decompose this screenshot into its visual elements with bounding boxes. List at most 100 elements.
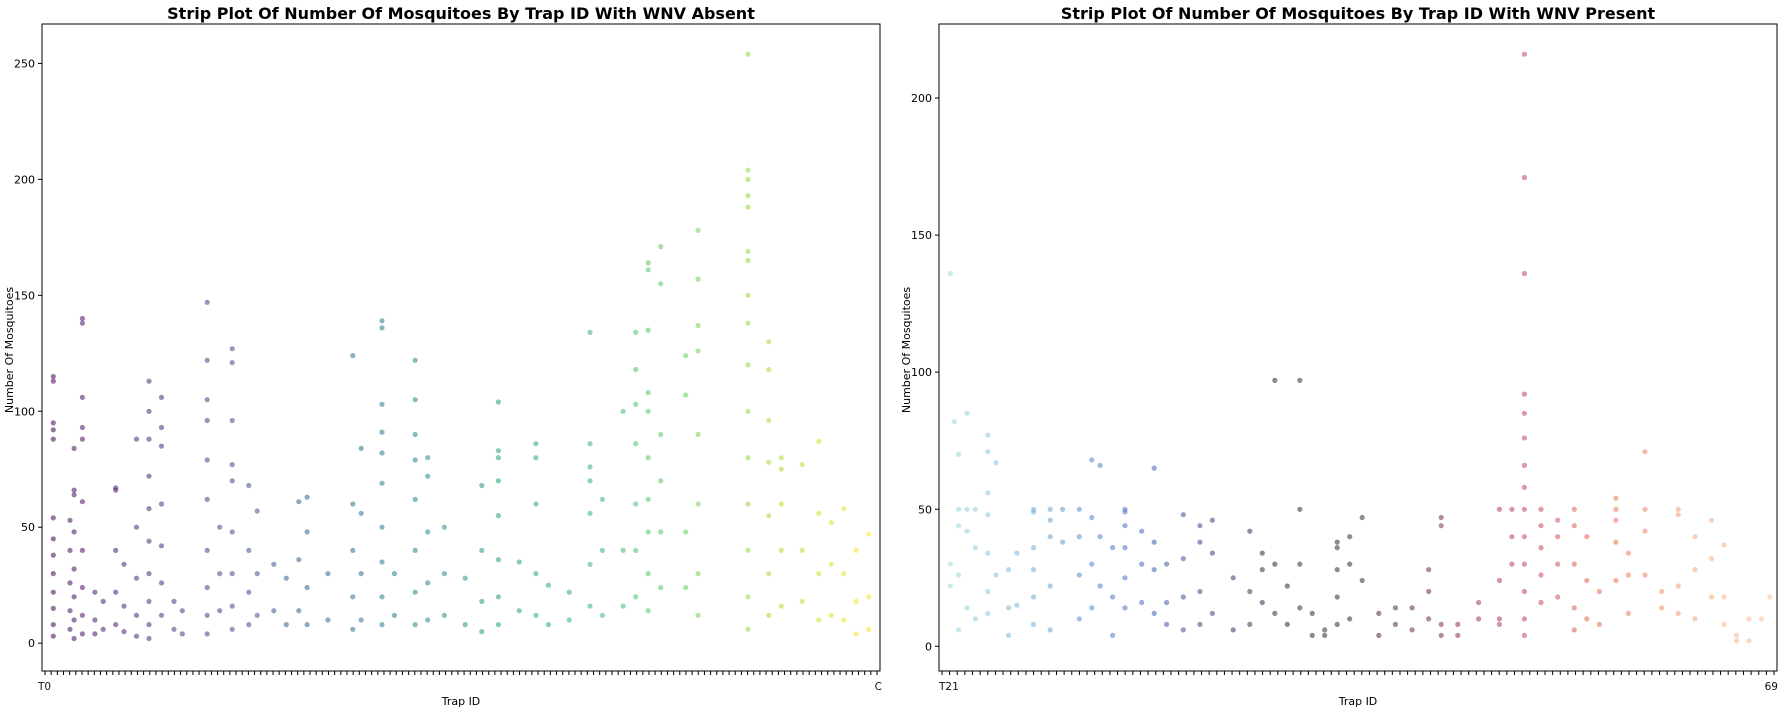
data-point [1721, 594, 1727, 600]
data-point [71, 445, 77, 451]
data-point [204, 299, 210, 305]
data-point [778, 501, 784, 507]
data-point [1613, 539, 1619, 545]
data-point [1521, 616, 1527, 622]
data-point [1392, 605, 1398, 611]
data-point [92, 589, 98, 595]
data-point [1409, 627, 1415, 633]
data-point [1076, 506, 1082, 512]
data-point [379, 450, 385, 456]
data-point [246, 622, 252, 628]
data-point [1139, 561, 1145, 567]
data-point [985, 610, 991, 617]
data-point [645, 260, 651, 266]
right-data-points [947, 51, 1773, 644]
data-point [1006, 632, 1012, 639]
data-point [1209, 550, 1215, 556]
data-point [658, 431, 664, 438]
data-point [745, 193, 751, 199]
data-point [633, 501, 639, 507]
data-point [1746, 638, 1752, 644]
data-point [179, 608, 185, 614]
data-point [1538, 545, 1544, 551]
data-point [545, 622, 552, 628]
data-point [1209, 517, 1215, 523]
data-point [745, 408, 751, 414]
data-point [766, 339, 772, 345]
data-point [1596, 621, 1602, 628]
data-point [121, 603, 127, 609]
data-point [766, 366, 772, 373]
data-point [1089, 514, 1095, 521]
data-point [1455, 632, 1461, 639]
data-point [1230, 627, 1236, 633]
data-point [113, 547, 119, 554]
data-point [158, 501, 165, 507]
data-point [599, 612, 606, 618]
data-point [1692, 534, 1698, 540]
data-point [1076, 534, 1082, 540]
data-point [229, 571, 235, 577]
data-point [1359, 577, 1365, 584]
data-point [179, 631, 185, 637]
data-point [633, 594, 639, 600]
data-point [50, 436, 56, 442]
data-point [379, 318, 385, 324]
data-point [816, 571, 822, 577]
right-x-axis-label: Trap ID [1338, 695, 1378, 708]
data-point [645, 529, 651, 535]
data-point [841, 506, 847, 512]
data-point [1006, 567, 1012, 573]
data-point [1521, 410, 1527, 416]
data-point [304, 494, 310, 500]
data-point [133, 612, 140, 618]
data-point [71, 487, 77, 493]
data-point [745, 501, 751, 507]
data-point [1571, 605, 1577, 611]
data-point [1097, 462, 1103, 468]
data-point [1006, 605, 1012, 611]
data-point [1309, 632, 1315, 639]
data-point [993, 460, 999, 466]
data-point [296, 557, 302, 563]
y-tick-label: 150 [911, 229, 932, 242]
data-point [379, 325, 385, 331]
right-chart-title: Strip Plot Of Number Of Mosquitoes By Tr… [1061, 4, 1656, 23]
data-point [1438, 621, 1444, 628]
data-point [1555, 534, 1561, 540]
data-point [379, 559, 385, 565]
data-point [296, 499, 302, 505]
data-point [799, 598, 805, 605]
data-point [658, 281, 664, 287]
data-point [1272, 377, 1278, 383]
data-point [1247, 528, 1253, 534]
left-strip-plot: Strip Plot Of Number Of Mosquitoes By Tr… [3, 4, 882, 708]
data-point [587, 464, 593, 470]
data-point [495, 594, 501, 600]
data-point [1230, 575, 1236, 581]
data-point [441, 612, 447, 618]
data-point [993, 572, 999, 578]
data-point [71, 594, 77, 600]
data-point [745, 320, 751, 326]
data-point [633, 329, 639, 335]
data-point [533, 455, 539, 461]
data-point [495, 455, 501, 461]
data-point [50, 633, 56, 639]
data-point [683, 353, 689, 359]
y-tick-label: 50 [918, 503, 932, 516]
data-point [71, 566, 77, 572]
data-point [113, 589, 119, 595]
data-point [1521, 51, 1527, 57]
left-x-axis-label: Trap ID [441, 695, 481, 708]
data-point [1209, 610, 1215, 617]
data-point [745, 176, 751, 182]
data-point [1746, 616, 1752, 622]
data-point [204, 457, 210, 463]
data-point [695, 227, 701, 233]
data-point [1259, 550, 1265, 556]
data-point [1571, 627, 1577, 633]
data-point [587, 329, 593, 335]
y-tick-label: 0 [28, 637, 35, 650]
data-point [1521, 174, 1527, 181]
